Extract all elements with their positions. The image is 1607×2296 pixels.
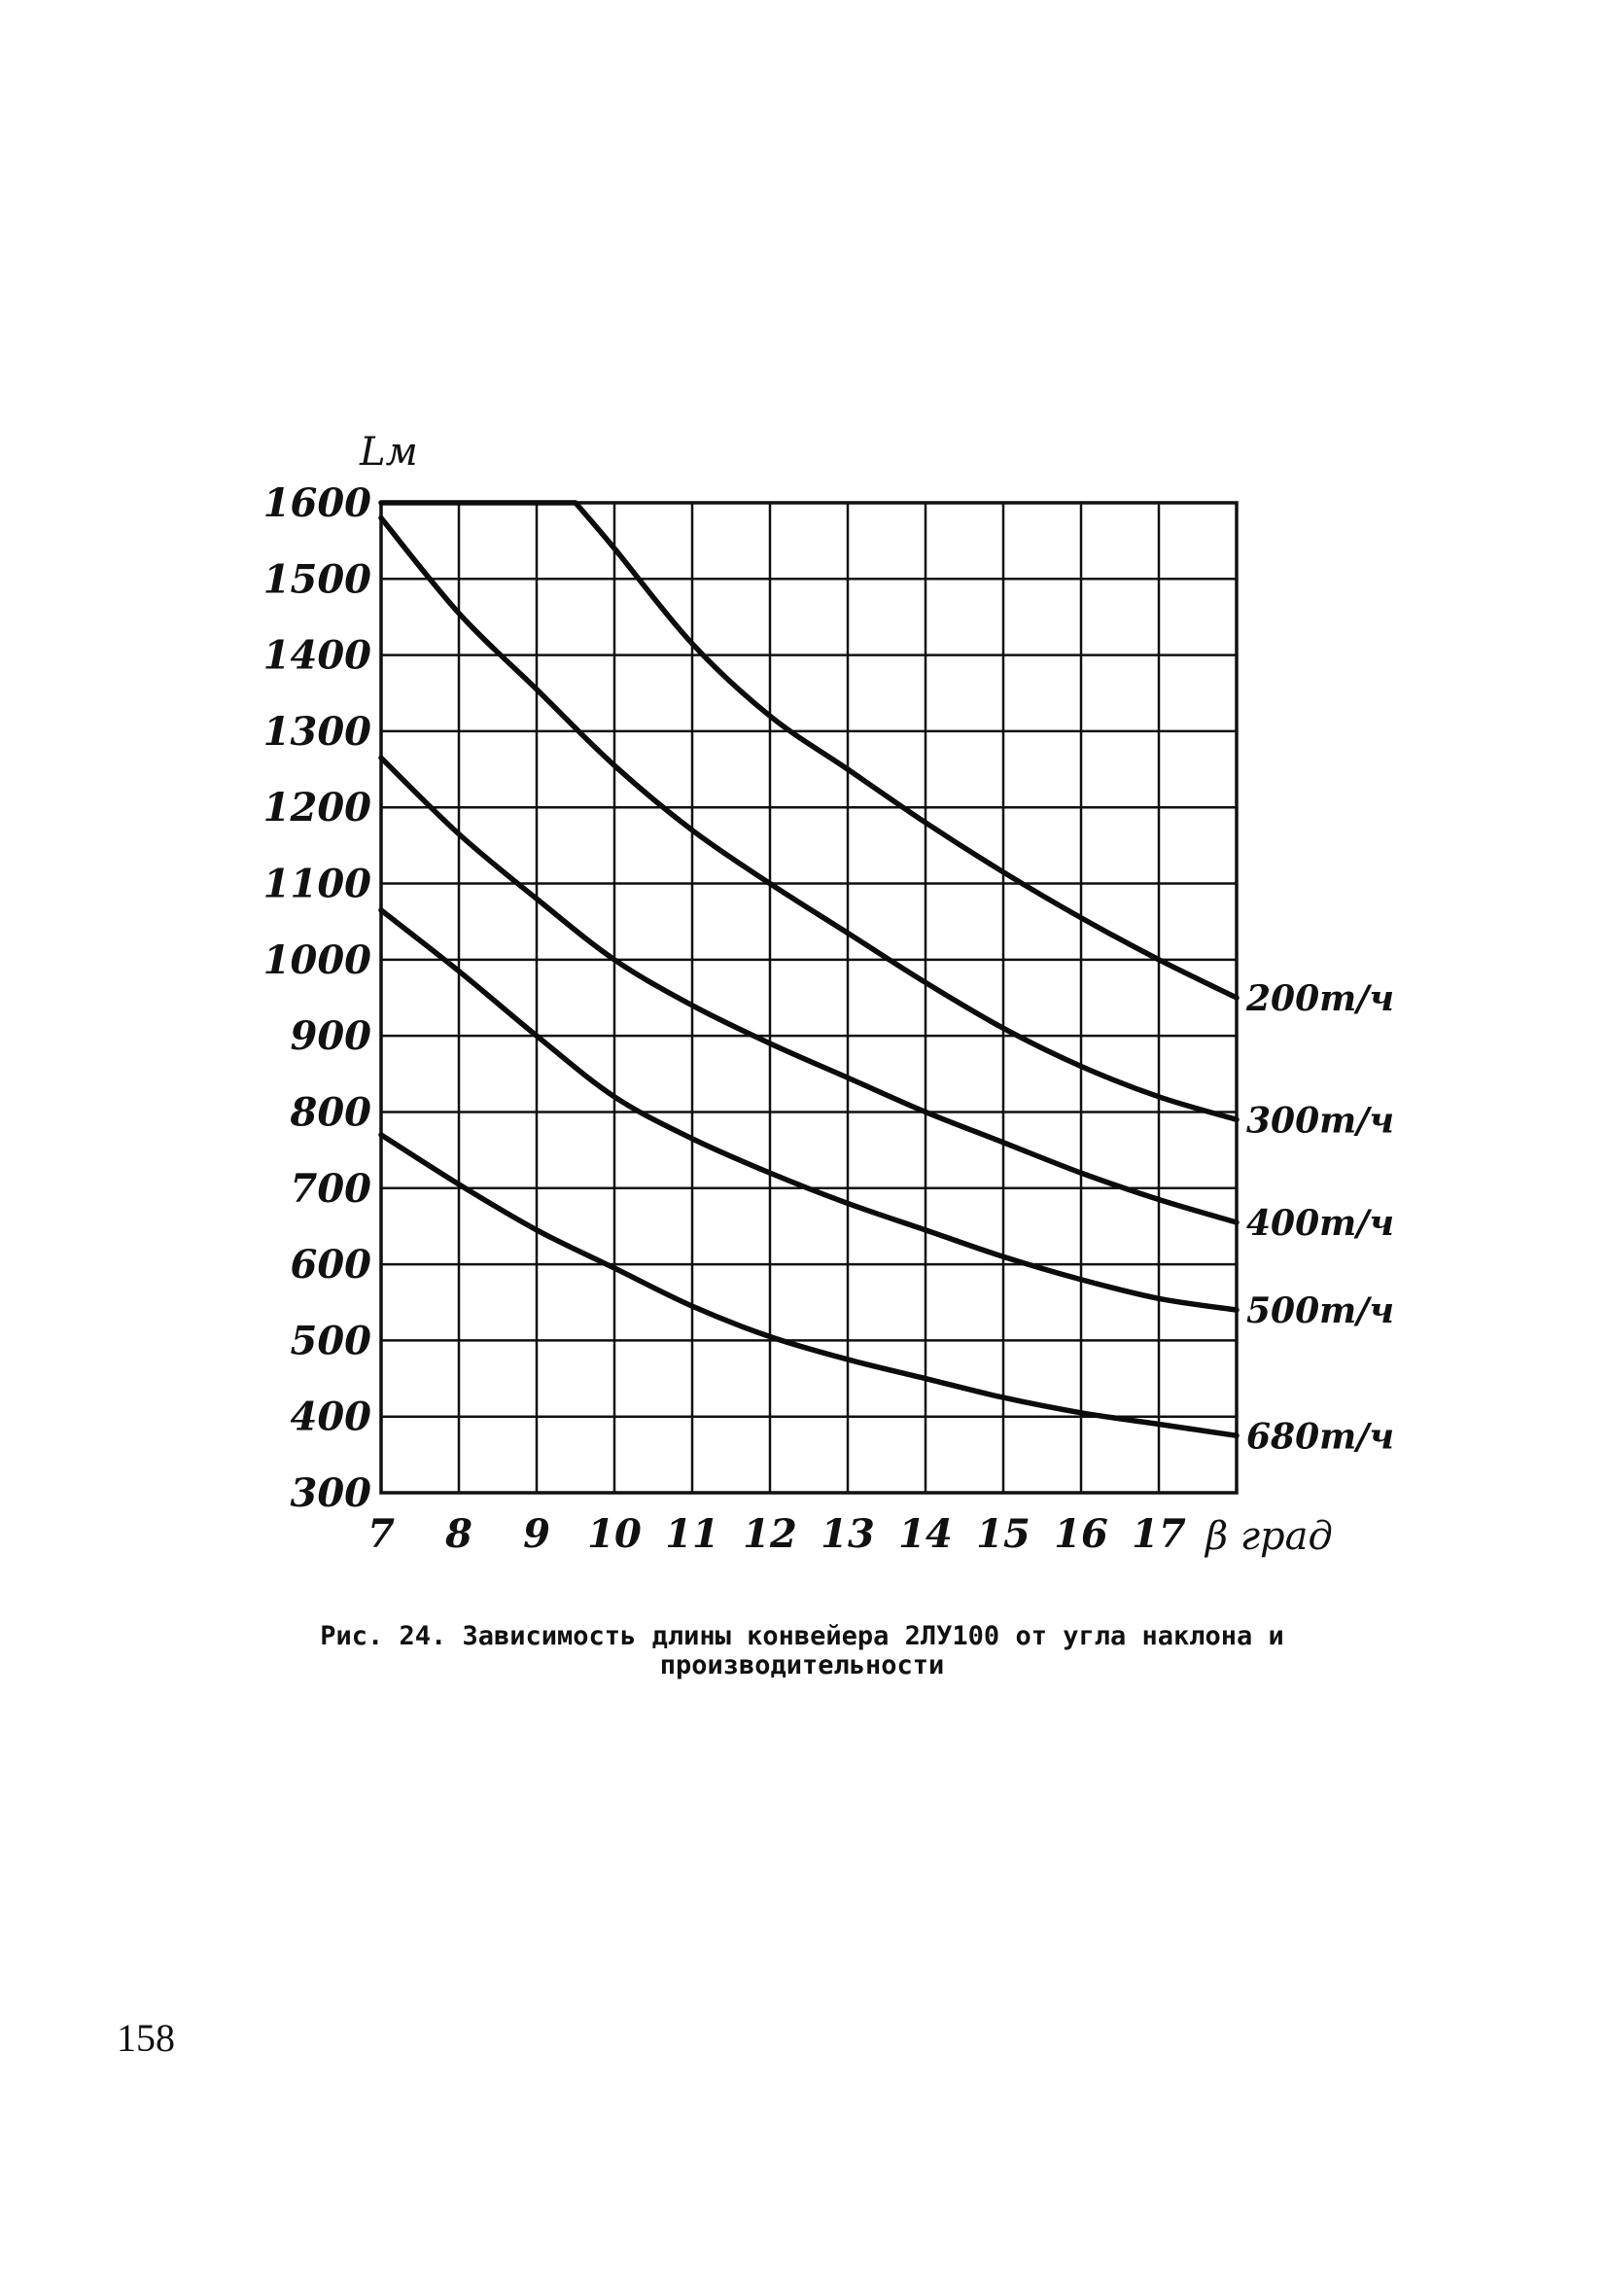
plot-frame (379, 501, 1239, 1495)
y-tick-label: 800 (290, 1089, 372, 1135)
y-axis-label: Lм (359, 430, 418, 475)
x-tick-label: 16 (1054, 1511, 1108, 1557)
y-tick-label: 700 (291, 1166, 372, 1212)
y-tick-label: 1000 (263, 937, 371, 983)
series-curve (378, 755, 1240, 1225)
x-tick-label: 11 (665, 1511, 719, 1557)
caption-line-1: Рис. 24. Зависимость длины конвейера 2ЛУ… (320, 1621, 1284, 1651)
series-curve (378, 500, 1240, 1001)
x-tick-label: 9 (523, 1511, 550, 1557)
y-tick-labels: 1600 1500 1400 1300 1200 1100 1000 900 800 700 600… (263, 480, 371, 1516)
y-tick-label: 1200 (263, 785, 371, 830)
series-labels: 200т/ч 300т/ч 400т/ч 500т/ч 680т/ч (1245, 978, 1394, 1457)
y-tick-label: 1300 (263, 709, 371, 755)
series-label: 500т/ч (1246, 1290, 1394, 1331)
series-label: 200т/ч (1245, 978, 1394, 1019)
caption-line-2: производительности (659, 1650, 945, 1680)
y-tick-label: 1100 (263, 862, 371, 907)
series-label: 680т/ч (1246, 1416, 1394, 1457)
y-tick-label: 900 (291, 1013, 372, 1059)
y-tick-label: 1400 (263, 633, 371, 679)
x-axis-label: β град (1204, 1514, 1333, 1559)
x-tick-label: 7 (367, 1511, 395, 1557)
x-tick-label: 17 (1132, 1511, 1186, 1557)
grid (379, 501, 1239, 1495)
series-label: 300т/ч (1246, 1100, 1394, 1141)
x-tick-label: 15 (976, 1511, 1031, 1557)
chart: 1600 1500 1400 1300 1200 1100 1000 900 800 700 600… (263, 430, 1394, 1559)
series-curve (378, 907, 1240, 1313)
y-tick-label: 500 (291, 1318, 372, 1363)
x-tick-label: 14 (898, 1511, 953, 1557)
series-curves (378, 500, 1240, 1439)
y-tick-label: 400 (291, 1395, 372, 1440)
y-tick-label: 300 (291, 1470, 372, 1516)
series-curve (378, 1132, 1240, 1439)
y-tick-label: 600 (291, 1242, 372, 1288)
y-tick-label: 1500 (263, 556, 371, 602)
x-tick-label: 12 (743, 1511, 797, 1557)
x-tick-labels: 7 8 9 10 11 12 13 14 15 16 17 (367, 1511, 1186, 1557)
figure-caption: Рис. 24. Зависимость длины конвейера 2ЛУ… (243, 1622, 1361, 1680)
x-tick-label: 13 (821, 1511, 875, 1557)
page-number: 158 (117, 2016, 175, 2060)
x-tick-label: 10 (587, 1511, 642, 1557)
series-label: 400т/ч (1246, 1203, 1394, 1244)
x-tick-label: 8 (444, 1511, 472, 1557)
y-tick-label: 1600 (263, 480, 371, 526)
series-curve (378, 514, 1240, 1123)
